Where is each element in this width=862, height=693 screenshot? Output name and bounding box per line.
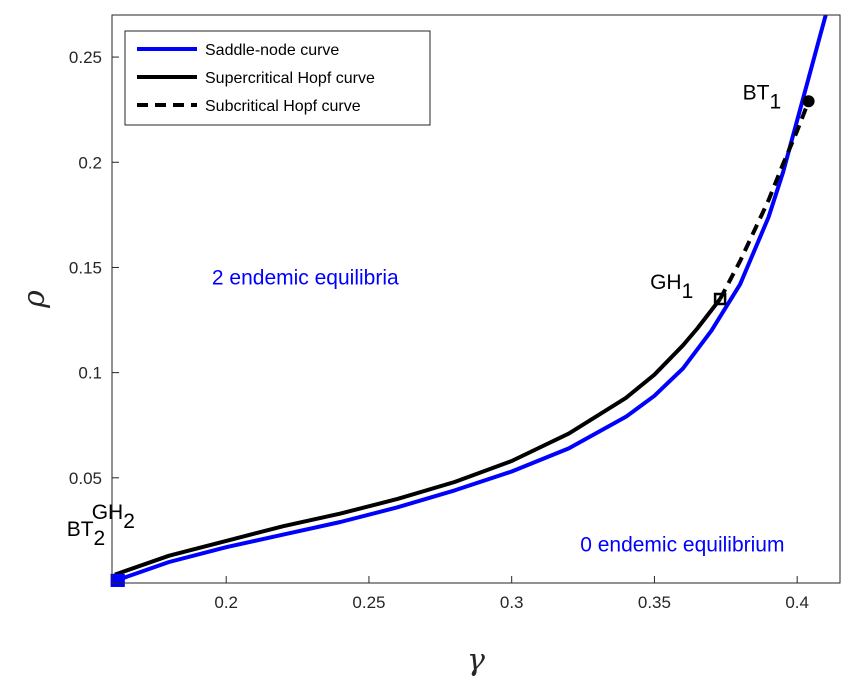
point-marker: [802, 95, 815, 108]
x-axis-label: γ: [467, 643, 485, 678]
annotations-layer: 2 endemic equilibria 0 endemic equilibriu…: [212, 266, 785, 556]
point-label-name: BT: [743, 81, 770, 104]
series-line-0: [114, 15, 828, 583]
y-tick-label: 0.15: [69, 258, 102, 277]
y-tick-label: 0.1: [78, 364, 102, 383]
x-tick-label: 0.4: [785, 593, 809, 612]
legend-label: Subcritical Hopf curve: [205, 98, 361, 115]
point-label: GH2: [92, 501, 135, 533]
series-line-2: [718, 100, 811, 300]
point-label: BT1: [743, 81, 782, 113]
y-tick-label: 0.05: [69, 469, 102, 488]
legend-label: Supercritical Hopf curve: [205, 70, 375, 87]
point-label-name: GH: [92, 501, 124, 524]
y-axis-label: ρ: [17, 290, 52, 309]
x-tick-label: 0.3: [500, 593, 524, 612]
y-tick-label: 0.25: [69, 48, 102, 67]
series-line-1: [114, 297, 722, 577]
point-label: BT2: [67, 518, 106, 550]
region-annotation: 0 endemic equilibrium: [580, 533, 784, 556]
point-marker: [110, 573, 125, 587]
region-annotation: 2 endemic equilibria: [212, 266, 399, 289]
x-tick-label: 0.2: [214, 593, 238, 612]
point-marker: [713, 292, 727, 306]
plot-frame: [111, 14, 841, 584]
x-tick-label: 0.25: [352, 593, 385, 612]
point-label-name: BT: [67, 518, 94, 541]
point-label-subscript: 2: [94, 527, 106, 550]
legend: Saddle-node curve Supercritical Hopf curv…: [124, 30, 431, 126]
point-label-subscript: 1: [769, 90, 781, 113]
legend-label: Saddle-node curve: [205, 42, 339, 59]
point-label-subscript: 1: [682, 280, 694, 303]
x-axis: 0.2 0.25 0.3 0.35 0.4: [214, 576, 809, 612]
y-axis: 0.05 0.1 0.15 0.2 0.25: [69, 48, 119, 488]
point-label-name: GH: [650, 271, 682, 294]
y-tick-label: 0.2: [78, 153, 102, 172]
point-label: GH1: [650, 271, 693, 303]
x-tick-label: 0.35: [638, 593, 671, 612]
curves-layer: [114, 15, 828, 583]
point-label-subscript: 2: [123, 510, 135, 533]
